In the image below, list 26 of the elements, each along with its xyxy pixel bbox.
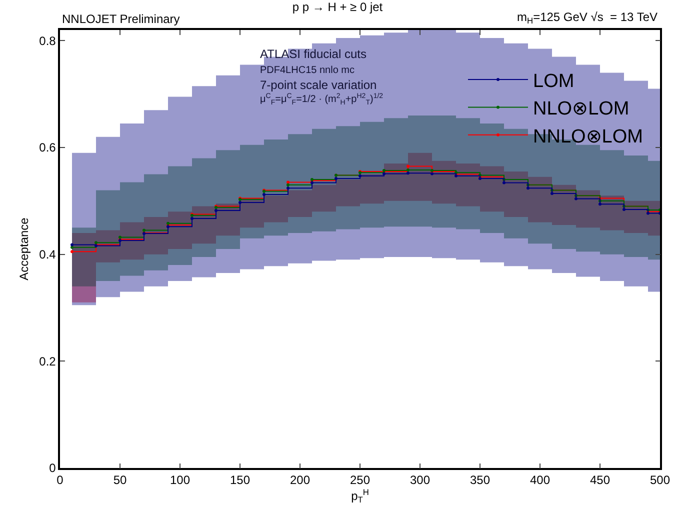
y-tick-label: 0.6 bbox=[39, 140, 56, 155]
text: μ$^{C}$$_{F}$=μ$^{C}$$_{F}$=1/2 · (m$^{2}$$_{H}$+p$^{H2}$$_{T}$)$^{1/2}$ bbox=[260, 93, 384, 106]
x-tick-label: 400 bbox=[530, 473, 550, 488]
x-tick-label: 450 bbox=[590, 473, 610, 488]
annotation: 7-point scale variation bbox=[260, 78, 377, 92]
y-tick-label: 0.2 bbox=[39, 354, 56, 368]
x-tick-label: 350 bbox=[470, 473, 490, 488]
x-tick-label: 250 bbox=[350, 473, 370, 488]
legend-label: NLO⊗LOM bbox=[533, 98, 630, 120]
legend-label: LOM bbox=[533, 70, 574, 92]
y-tick-label: 0.8 bbox=[39, 34, 56, 48]
y-tick-label: 0 bbox=[49, 461, 56, 476]
x-tick-label: 50 bbox=[113, 473, 127, 488]
y-tick-label: 0.4 bbox=[39, 248, 56, 262]
x-tick-label: 150 bbox=[230, 473, 250, 488]
chart-title: p p → H + ≥ 0 jet bbox=[292, 0, 384, 14]
text: m$_{H}$=125 GeV √s = 13 TeV bbox=[517, 10, 658, 26]
x-tick-label: 300 bbox=[410, 473, 430, 488]
x-tick-label: 100 bbox=[170, 473, 190, 488]
annotation: PDF4LHC15 nnlo mc bbox=[260, 65, 354, 76]
annotation: ATLASI fiducial cuts bbox=[260, 47, 366, 61]
y-axis-title: Acceptance bbox=[16, 217, 31, 280]
text: NNLOJET Preliminary bbox=[62, 12, 180, 26]
x-tick-label: 200 bbox=[290, 473, 310, 488]
x-tick-label: 500 bbox=[650, 473, 670, 488]
legend-label: NNLO⊗LOM bbox=[533, 126, 643, 148]
